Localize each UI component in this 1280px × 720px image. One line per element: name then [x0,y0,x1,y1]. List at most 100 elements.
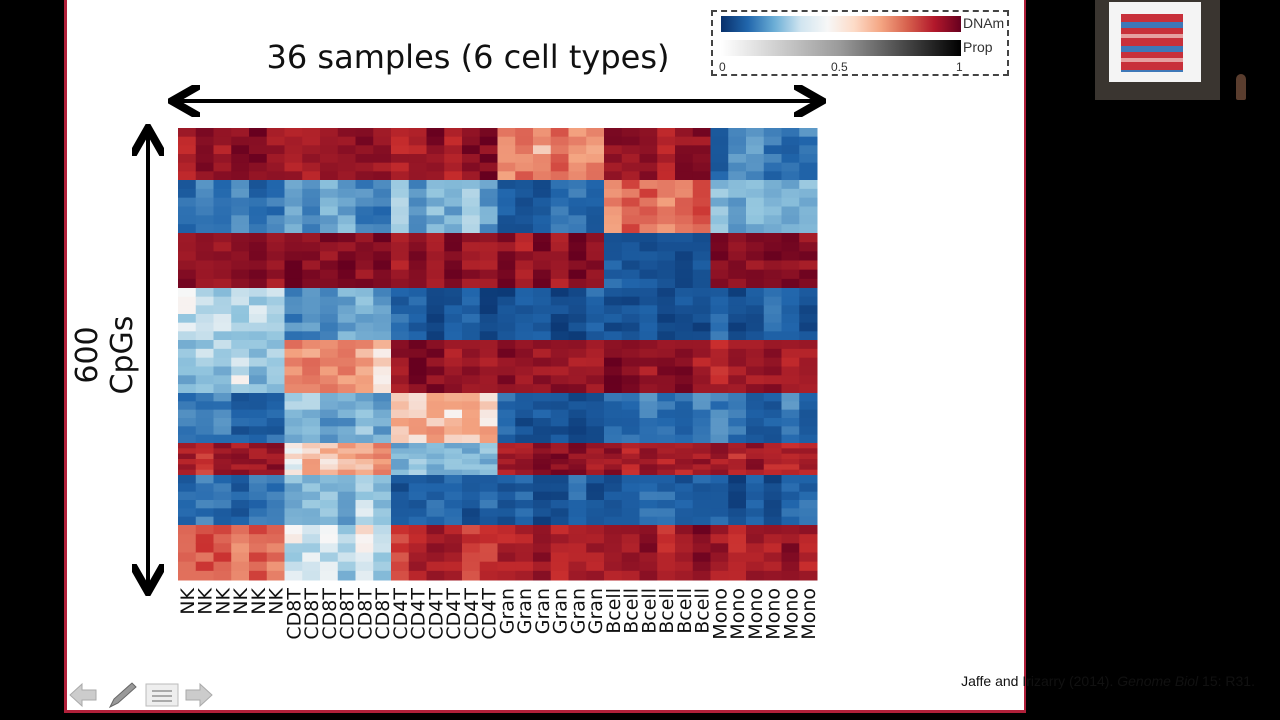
heatmap-cell [639,348,658,359]
heatmap-cell [249,570,268,581]
heatmap-cell [746,197,765,207]
heatmap-cell [746,242,765,252]
heatmap-cell [462,180,481,190]
heatmap-cell [710,561,729,572]
heatmap-cell [781,508,800,518]
heatmap-cell [231,453,250,460]
heatmap-cell [799,162,818,172]
pen-icon[interactable] [108,682,137,709]
heatmap-cell [550,233,569,243]
heatmap-cell [497,543,516,553]
heatmap-cell [692,534,711,544]
heatmap-cell [231,508,250,518]
heatmap-cell [497,145,516,155]
heatmap-cell [284,171,303,181]
heatmap-cell [746,348,765,359]
heatmap-cell [426,215,445,225]
heatmap-cell [515,180,534,190]
heatmap-cell [462,288,481,298]
heatmap-cell [781,500,800,509]
heatmap-cell [586,459,605,465]
heatmap-cell [639,543,658,553]
heatmap-cell [391,500,410,509]
heatmap-cell [391,154,410,164]
heatmap-cell [195,552,214,563]
heatmap-cell [550,260,569,271]
heatmap-cell [231,426,250,436]
heatmap-cell [710,357,729,367]
heatmap-cell [213,426,232,436]
heatmap-cell [710,525,729,535]
heatmap-cell [568,534,587,544]
column-label: CD4T [425,588,447,640]
heatmap-cell [284,552,303,563]
heatmap-cell [337,483,356,493]
heatmap-cell [249,145,268,155]
heatmap-cell [746,145,765,155]
heatmap-cell [231,162,250,172]
heatmap-cell [763,233,782,243]
heatmap-cell [550,224,569,234]
heatmap-cell [604,322,623,332]
heatmap-cell [497,331,516,341]
heatmap-cell [178,357,197,367]
menu-icon[interactable] [145,683,179,707]
heatmap-cell [284,340,303,350]
heatmap-cell [266,278,285,289]
heatmap-cell [195,288,214,298]
heatmap-cell [586,128,605,138]
heatmap-cell [710,242,729,252]
heatmap-cell [639,322,658,332]
heatmap-cell [568,128,587,138]
heatmap-cell [710,426,729,436]
heatmap-cell [604,215,623,225]
heatmap-cell [355,357,374,367]
heatmap-cell [408,171,427,181]
heatmap-cell [231,570,250,581]
heatmap-cell [675,516,694,526]
heatmap-cell [337,288,356,298]
heatmap-cell [178,426,197,436]
heatmap-cell [444,162,463,172]
heatmap-cell [746,434,765,444]
heatmap-cell [355,145,374,155]
heatmap-cell [568,145,587,155]
heatmap-cell [710,128,729,138]
arrow-left-icon[interactable] [69,682,97,708]
heatmap-cell [497,206,516,216]
heatmap-cell [568,348,587,359]
heatmap-cell [355,459,374,465]
heatmap-cell [355,260,374,271]
heatmap-cell [781,288,800,298]
heatmap-cell [639,224,658,234]
heatmap-cell [763,154,782,164]
heatmap-cell [302,260,321,271]
heatmap-cell [444,401,463,411]
heatmap-cell [337,469,356,476]
heatmap-cell [302,348,321,359]
heatmap-cell [533,171,552,181]
prop-colorbar [721,40,961,56]
heatmap-cell [462,206,481,216]
heatmap-cell [231,448,250,455]
heatmap-cell [426,269,445,280]
heatmap-cell [799,348,818,359]
heatmap-cell [763,171,782,181]
heatmap-cell [337,278,356,289]
heatmap-cell [781,366,800,376]
heatmap-cell [391,145,410,155]
heatmap-cell [355,500,374,509]
heatmap-cell [213,561,232,572]
heatmap-cell [728,393,747,402]
heatmap-cell [710,401,729,411]
heatmap-cell [479,384,498,394]
heatmap-cell [550,464,569,471]
heatmap-cell [586,534,605,544]
heatmap-cell [675,357,694,367]
heatmap-cell [799,375,818,385]
heatmap-cell [355,128,374,138]
heatmap-cell [799,331,818,341]
heatmap-cell [195,393,214,402]
heatmap-cell [692,375,711,385]
arrow-right-icon[interactable] [185,682,213,708]
